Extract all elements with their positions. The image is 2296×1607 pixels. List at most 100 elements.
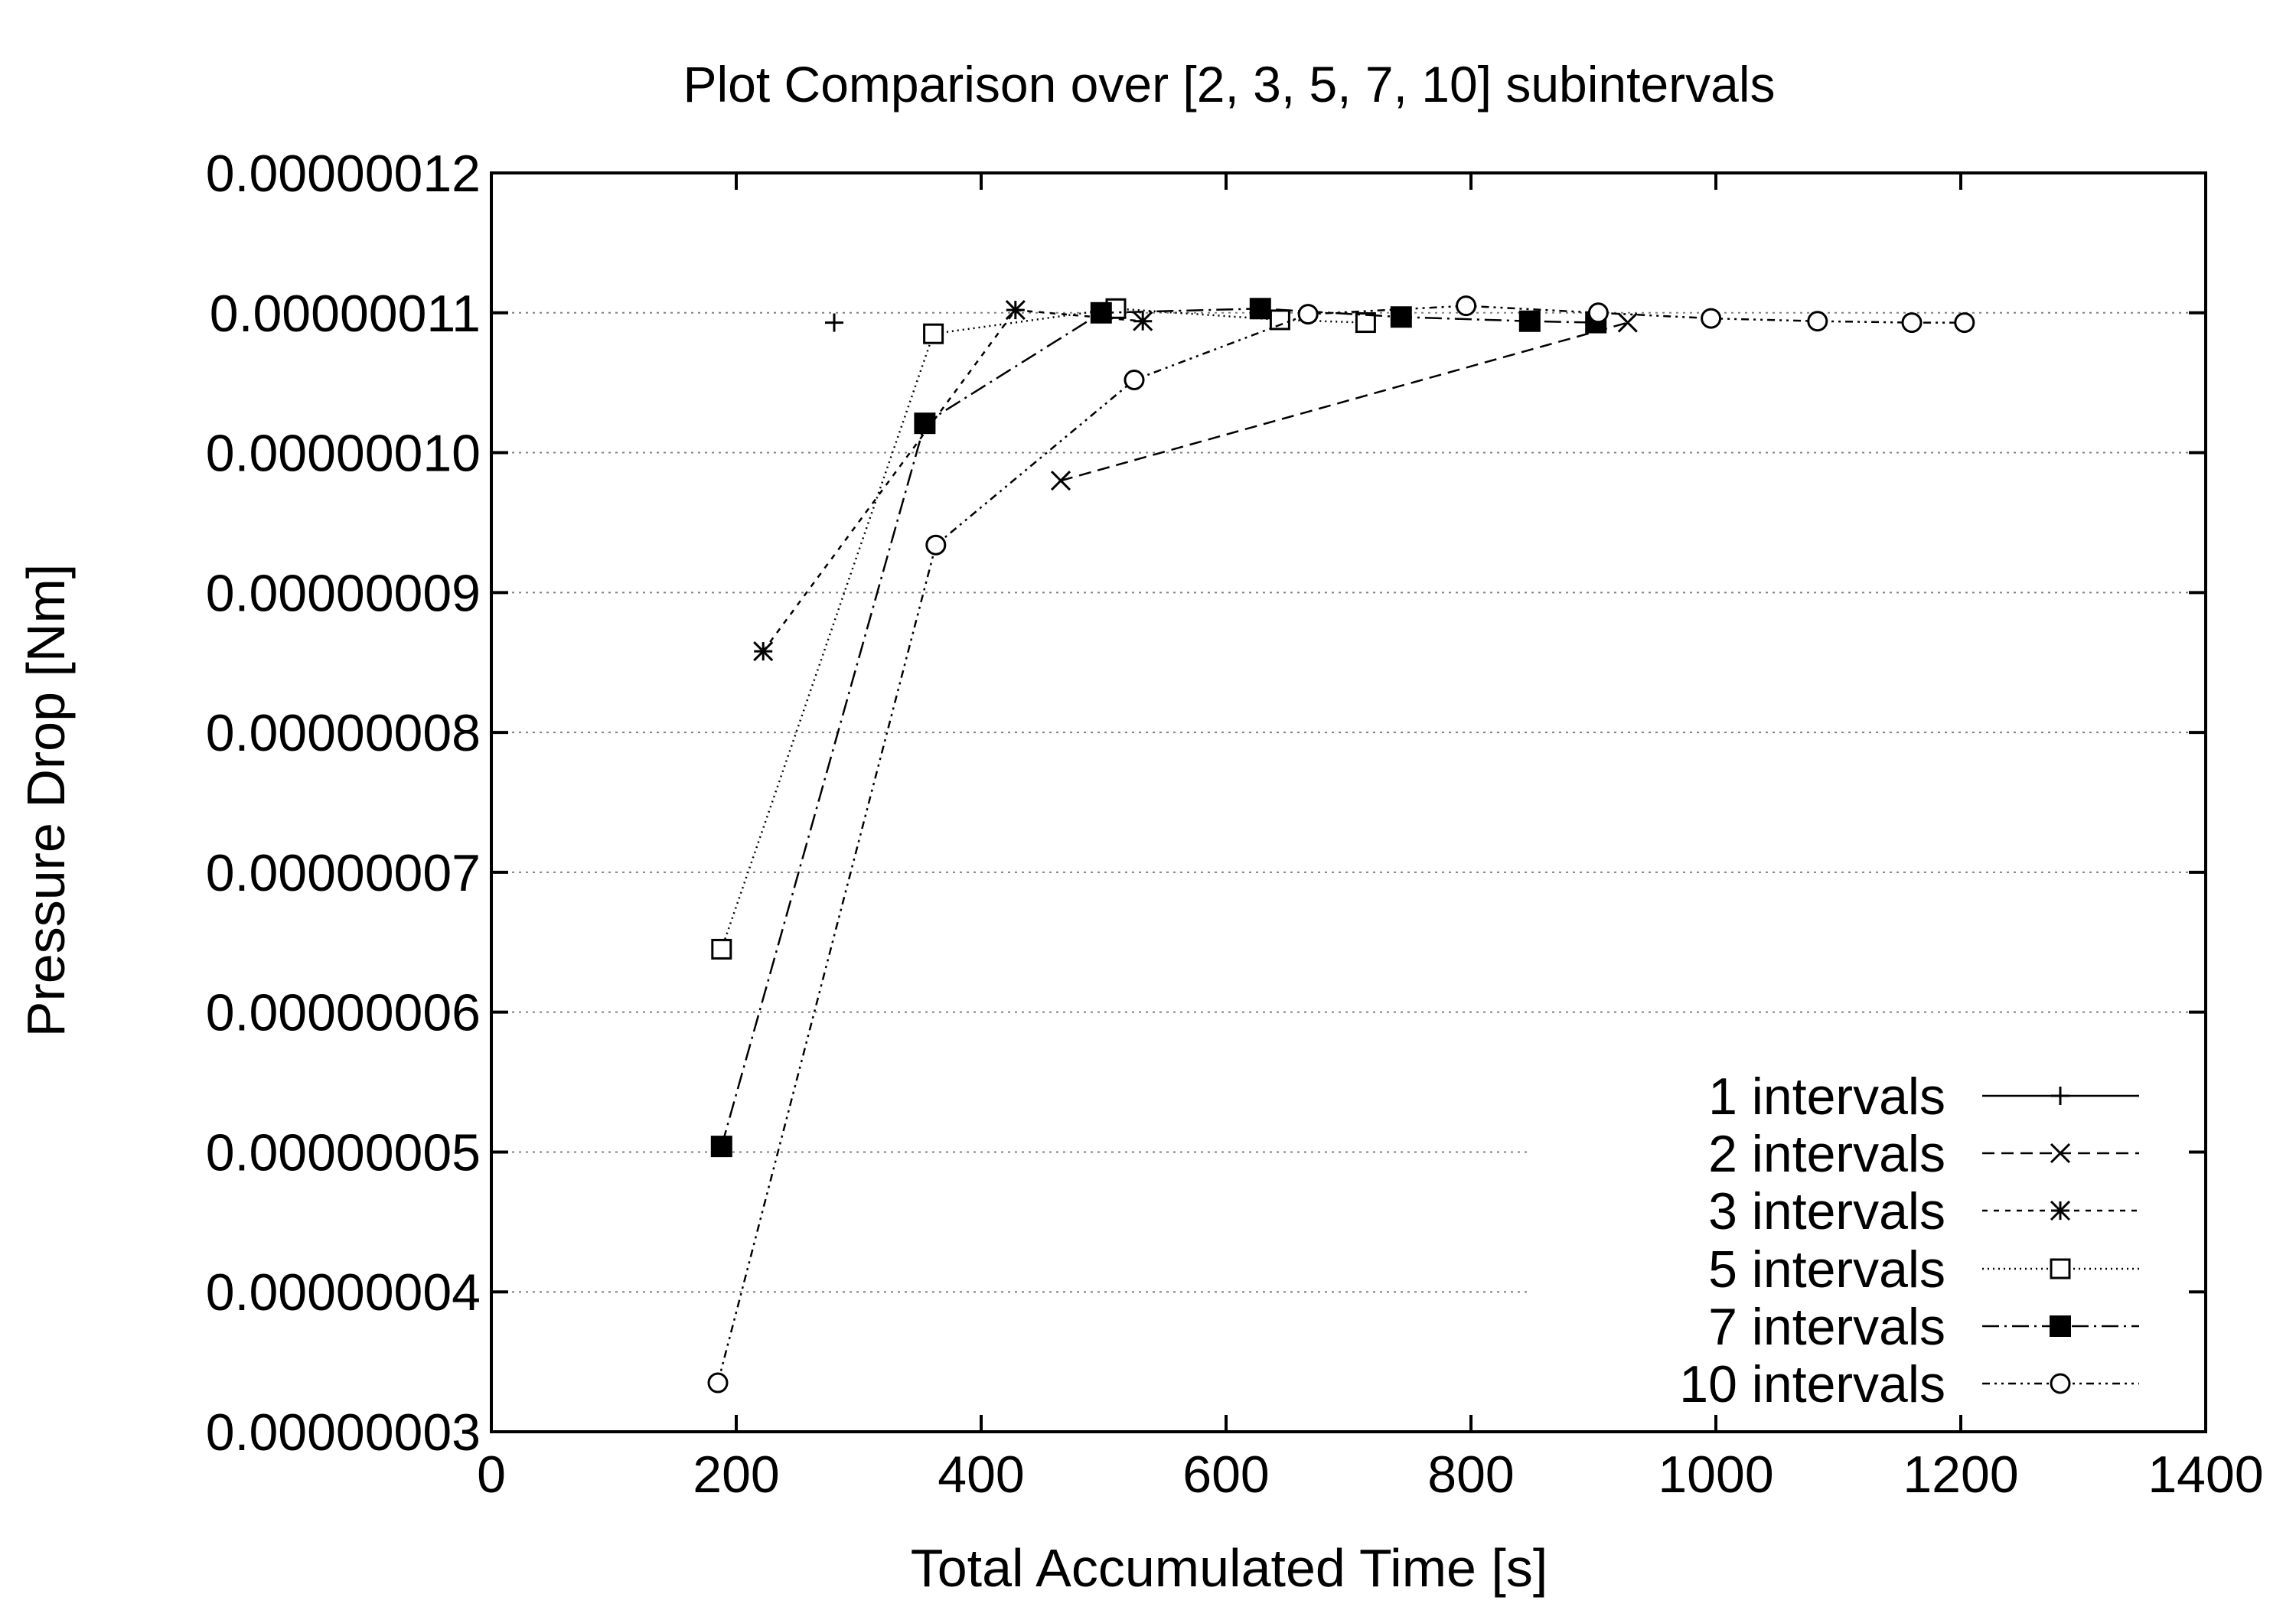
x-tick-label: 200 <box>693 1446 779 1504</box>
series-marker <box>1701 308 1722 329</box>
marker-shape <box>914 412 936 435</box>
legend-label: 7 intervals <box>1708 1298 1945 1356</box>
marker-shape <box>1954 312 1975 334</box>
series-1 <box>825 313 843 332</box>
marker-shape <box>710 1136 732 1158</box>
series-marker <box>2050 1373 2071 1394</box>
marker-stroke <box>1005 300 1026 321</box>
y-tick-label: 0.00000004 <box>206 1263 481 1322</box>
series-marker <box>1954 312 1975 334</box>
series-marker <box>711 938 732 960</box>
marker-shape <box>1456 295 1477 317</box>
axis-ticks: 0.00000003 0.00000004 0.00000005 0.00000006… <box>206 145 2264 1504</box>
legend-item: 7 intervals <box>1708 1298 2139 1356</box>
series-marker <box>1518 310 1541 332</box>
y-tick-label: 0.00000010 <box>206 425 481 483</box>
series-marker <box>2050 1315 2071 1337</box>
marker-stroke <box>1133 311 1153 331</box>
series-marker <box>1456 295 1477 317</box>
x-axis-label: Total Accumulated Time [s] <box>911 1538 1548 1598</box>
series-marker <box>2050 1143 2071 1164</box>
x-tick-label: 800 <box>1427 1446 1514 1504</box>
series-marker <box>1133 311 1153 331</box>
legend-item: 3 intervals <box>1708 1182 2139 1240</box>
legend-label: 3 intervals <box>1708 1182 1945 1240</box>
marker-shape <box>1355 312 1376 334</box>
series-marker <box>2051 1087 2069 1105</box>
legend-item: 2 intervals <box>1708 1125 2139 1183</box>
series-2 <box>1050 312 1638 491</box>
marker-shape <box>2050 1373 2071 1394</box>
marker-stroke <box>1050 471 1071 491</box>
x-tick-label: 0 <box>477 1446 506 1504</box>
series-marker <box>1390 306 1412 328</box>
marker-stroke <box>1617 312 1638 333</box>
y-tick-label: 0.00000011 <box>210 285 481 343</box>
y-tick-label: 0.00000012 <box>206 145 481 203</box>
marker-stroke <box>2050 1200 2071 1221</box>
series-group <box>707 295 1975 1393</box>
marker-shape <box>1587 302 1609 324</box>
series-line <box>1060 321 1629 482</box>
series-marker <box>1355 312 1376 334</box>
series-marker <box>1124 370 1145 391</box>
series-marker <box>1297 304 1319 325</box>
y-tick-label: 0.00000007 <box>206 844 481 902</box>
marker-shape <box>2050 1315 2071 1337</box>
series-marker <box>753 641 774 662</box>
marker-shape <box>711 938 732 960</box>
series-marker <box>923 323 944 344</box>
y-tick-label: 0.00000006 <box>206 984 481 1042</box>
series-marker <box>1901 312 1923 334</box>
series-line <box>762 308 1143 652</box>
plot-frame <box>490 171 2207 1433</box>
legend-label: 5 intervals <box>1708 1240 1945 1299</box>
x-tick-label: 1200 <box>1903 1446 2018 1504</box>
y-tick-label: 0.00000008 <box>206 704 481 762</box>
series-marker <box>1807 311 1828 332</box>
x-tick-label: 1000 <box>1658 1446 1773 1504</box>
x-tick-label: 1400 <box>2148 1446 2263 1504</box>
series-marker <box>1050 471 1071 491</box>
marker-shape <box>1090 302 1112 324</box>
y-axis-label: Pressure Drop [Nm] <box>16 564 76 1037</box>
series-marker <box>1005 300 1026 321</box>
series-marker <box>925 534 947 556</box>
x-tick-label: 400 <box>938 1446 1024 1504</box>
series-marker <box>914 412 936 435</box>
legend-label: 2 intervals <box>1708 1125 1945 1183</box>
marker-stroke <box>753 641 774 662</box>
chart-title: Plot Comparison over [2, 3, 5, 7, 10] su… <box>683 56 1775 112</box>
y-tick-label: 0.00000005 <box>206 1123 481 1182</box>
series-marker <box>2050 1258 2071 1279</box>
marker-shape <box>1249 298 1271 320</box>
series-4 <box>711 298 1376 960</box>
legend-item: 1 intervals <box>1708 1068 2139 1126</box>
series-marker <box>825 313 843 332</box>
marker-shape <box>1297 304 1319 325</box>
series-line <box>720 308 1596 1147</box>
marker-shape <box>1807 311 1828 332</box>
y-tick-label: 0.00000003 <box>206 1403 481 1462</box>
marker-shape <box>1901 312 1923 334</box>
marker-shape <box>1269 309 1290 331</box>
series-marker <box>1617 312 1638 333</box>
series-5 <box>710 298 1607 1158</box>
marker-shape <box>1518 310 1541 332</box>
legend-item: 10 intervals <box>1679 1355 2139 1413</box>
series-6 <box>707 295 1975 1393</box>
series-marker <box>1269 309 1290 331</box>
series-marker <box>1587 302 1609 324</box>
marker-shape <box>1124 370 1145 391</box>
marker-shape <box>925 534 947 556</box>
grid <box>491 311 2206 1293</box>
series-marker <box>1249 298 1271 320</box>
legend-item: 5 intervals <box>1708 1240 2139 1299</box>
y-tick-label: 0.00000009 <box>206 564 481 622</box>
series-line <box>720 308 1366 950</box>
marker-shape <box>923 323 944 344</box>
legend-label: 1 intervals <box>1708 1068 1945 1126</box>
marker-shape <box>1701 308 1722 329</box>
